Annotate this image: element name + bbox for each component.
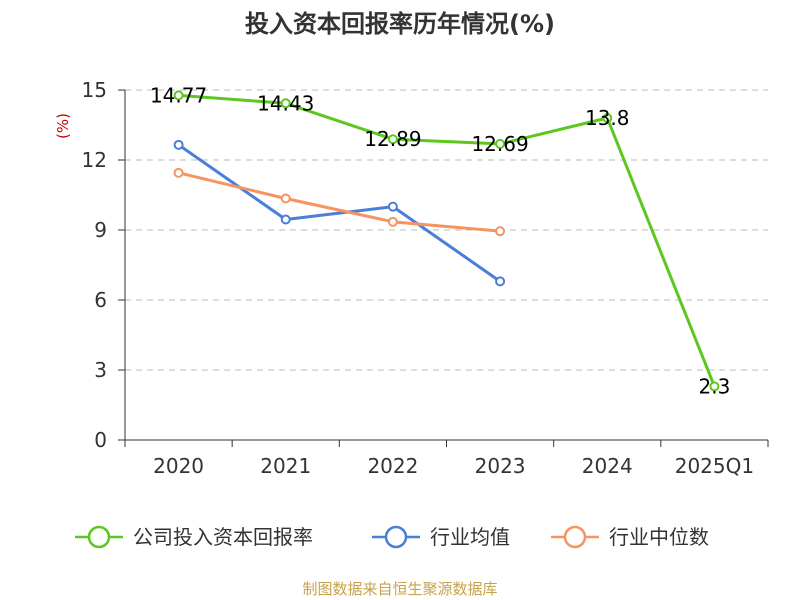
series-line-0 [178, 93, 716, 387]
series-layer [173, 90, 720, 392]
legend-swatch-marker [563, 525, 587, 549]
chart-title: 投入资本回报率历年情况(%) [245, 10, 555, 38]
data-point[interactable] [280, 98, 291, 109]
legend-label: 公司投入资本回报率 [133, 525, 313, 549]
data-point[interactable] [280, 214, 291, 225]
axes [118, 89, 769, 447]
data-label: 14.43 [257, 91, 314, 115]
x-tick-label: 2020 [153, 454, 204, 478]
legend-item-2[interactable]: 行业中位数 [551, 525, 709, 549]
data-label: 2.3 [699, 374, 731, 398]
data-point[interactable] [387, 201, 398, 212]
x-tick-label: 2025Q1 [675, 454, 754, 478]
data-label: 12.89 [364, 127, 421, 151]
data-label: 13.8 [585, 106, 630, 130]
legend-label: 行业中位数 [609, 525, 709, 549]
legend-swatch-marker [384, 525, 408, 549]
data-point[interactable] [173, 167, 184, 178]
data-point[interactable] [387, 216, 398, 227]
y-tick-label: 6 [94, 288, 107, 312]
series-line-2 [178, 171, 501, 233]
data-point[interactable] [495, 226, 506, 237]
data-point[interactable] [387, 134, 398, 145]
data-label: 12.69 [471, 132, 528, 156]
legend-item-0[interactable]: 公司投入资本回报率 [75, 525, 313, 549]
y-tick-label: 9 [94, 218, 107, 242]
legend: 公司投入资本回报率 行业均值 行业中位数 [75, 525, 709, 549]
legend-item-1[interactable]: 行业均值 [372, 525, 510, 549]
x-tick-label: 2023 [475, 454, 526, 478]
x-tick-labels: 2020 2021 2022 2023 2024 2025Q1 [153, 454, 754, 478]
x-tick-label: 2021 [260, 454, 311, 478]
data-point[interactable] [495, 138, 506, 149]
data-point[interactable] [173, 90, 184, 101]
data-labels: 14.77 14.43 12.89 12.69 13.8 2.3 [150, 83, 730, 398]
y-tick-label: 3 [94, 358, 107, 382]
y-axis-label: (%) [54, 113, 72, 139]
data-label: 14.77 [150, 83, 207, 107]
source-note: 制图数据来自恒生聚源数据库 [302, 580, 498, 598]
data-point[interactable] [173, 139, 184, 150]
grid-lines [125, 89, 768, 371]
x-tick-label: 2022 [367, 454, 418, 478]
y-tick-label: 0 [94, 428, 107, 452]
data-point[interactable] [495, 276, 506, 287]
y-tick-labels: 0 3 6 9 12 15 [82, 78, 107, 452]
y-tick-label: 15 [82, 78, 107, 102]
legend-label: 行业均值 [430, 525, 510, 549]
data-point[interactable] [709, 381, 720, 392]
data-point[interactable] [280, 193, 291, 204]
x-tick-label: 2024 [582, 454, 633, 478]
legend-swatch-marker [87, 525, 111, 549]
data-point[interactable] [602, 113, 613, 123]
y-tick-label: 12 [82, 148, 107, 172]
series-line-1 [177, 143, 501, 283]
